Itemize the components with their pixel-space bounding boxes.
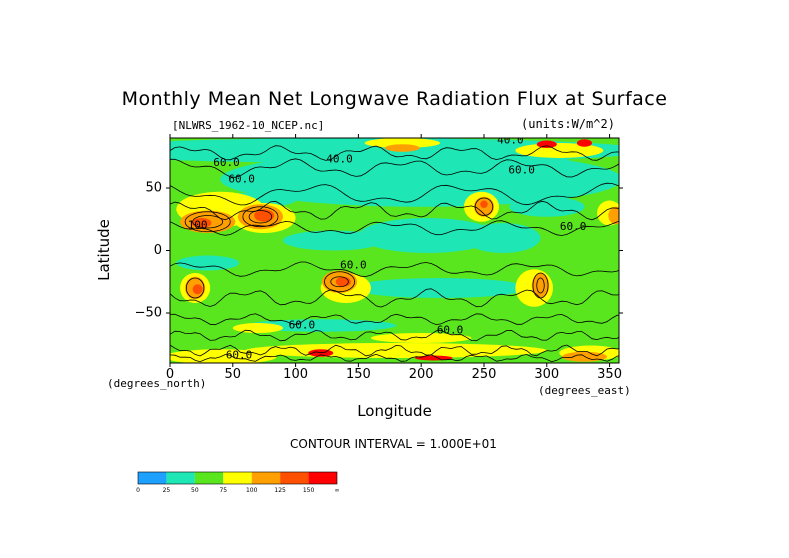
- x-ticks: 0 50 100 150 200 250 300 350: [166, 134, 622, 382]
- contour-label: 60.0: [289, 319, 316, 332]
- colorbar-swatch: [194, 472, 224, 484]
- field-region: [608, 206, 619, 225]
- field-region: [283, 230, 384, 251]
- contour-loop: [185, 277, 205, 299]
- contour-line: [170, 353, 619, 363]
- contour-label: 60.0: [560, 220, 587, 233]
- contour-label: 60.0: [226, 349, 253, 362]
- contour-loop: [248, 210, 273, 224]
- contour-line: [170, 200, 619, 221]
- colorbar: 0 25 50 75 100 125 150 ∞: [136, 471, 340, 494]
- contour-label: 40.0: [326, 152, 353, 165]
- colorbar-label: 125: [274, 487, 286, 494]
- contour-loop: [184, 211, 231, 233]
- contour-line: [170, 288, 619, 308]
- contour-interval-label: CONTOUR INTERVAL = 1.000E+01: [290, 437, 497, 451]
- y-tick-label: 50: [145, 181, 162, 196]
- colorbar-swatch: [251, 472, 281, 484]
- contour-label: 100: [188, 219, 208, 232]
- units-label: (units:W/m^2): [521, 117, 615, 131]
- contour-loop: [242, 206, 279, 228]
- colorbar-label: 100: [246, 487, 258, 494]
- field-region: [352, 278, 528, 298]
- contour-loop: [536, 277, 545, 294]
- contour-line: [170, 261, 619, 277]
- contour-loop: [324, 271, 356, 293]
- field-region: [414, 355, 453, 361]
- x-tick-label: 100: [283, 367, 308, 382]
- y-ticks: 50 0 −50: [135, 181, 623, 321]
- contour-label: 60.0: [508, 164, 535, 177]
- field-region: [480, 200, 488, 208]
- colorbar-swatch: [223, 472, 252, 484]
- contour-line: [170, 158, 619, 178]
- colorbar-label: 0: [136, 487, 140, 494]
- y-tick-label: −50: [135, 306, 162, 321]
- file-label: [NLWRS_1962-10_NCEP.nc]: [172, 119, 325, 132]
- contour-label: 60.0: [228, 172, 255, 185]
- x-tick-label: 350: [597, 367, 622, 382]
- contour-loop: [192, 215, 224, 229]
- colorbar-label: 75: [219, 487, 227, 494]
- y-unit-label: (degrees_north): [107, 377, 207, 390]
- x-tick-label: 300: [534, 367, 559, 382]
- field-region: [576, 139, 592, 147]
- colorbar-frame: [137, 471, 338, 485]
- contour-label: 40.0: [497, 134, 524, 147]
- x-tick-label: 150: [346, 367, 371, 382]
- x-tick-label: 200: [409, 367, 434, 382]
- contour-loop: [474, 197, 494, 216]
- contour-labels: 60.0 40.0 60.0 40.0 60.0 100 60.0 60.0 60.0 60.0 6…: [188, 134, 587, 362]
- contour-label: 60.0: [213, 156, 240, 169]
- field-region: [509, 196, 585, 217]
- x-unit-label: (degrees_east): [538, 384, 631, 397]
- y-tick-label: 0: [154, 243, 162, 258]
- plot-area: 60.0 40.0 60.0 40.0 60.0 100 60.0 60.0 60.0 60.0 6…: [170, 134, 619, 363]
- colorbar-swatch: [138, 472, 167, 484]
- contour-loop: [330, 276, 349, 288]
- x-tick-label: 250: [472, 367, 497, 382]
- field-region: [364, 138, 441, 148]
- field-region: [176, 255, 240, 271]
- field-region: [536, 140, 557, 148]
- contour-line: [170, 344, 619, 357]
- field-region: [192, 284, 203, 295]
- field-region: [170, 349, 277, 363]
- field-region: [396, 150, 572, 176]
- contour-line: [170, 182, 619, 206]
- x-tick-label: 50: [225, 367, 242, 382]
- colorbar-label: 150: [303, 487, 315, 494]
- field-region: [531, 273, 550, 298]
- contour-label: 60.0: [340, 259, 367, 272]
- contour-label: 60.0: [437, 324, 464, 337]
- x-axis-label: Longitude: [0, 402, 789, 420]
- contour-line: [170, 313, 619, 326]
- colorbar-label: ∞: [335, 487, 340, 494]
- contour-line: [170, 145, 619, 161]
- colorbar-swatch: [280, 472, 309, 484]
- colorbar-label: 25: [163, 487, 171, 494]
- colorbar-label: 50: [191, 487, 199, 494]
- field-region: [465, 223, 541, 253]
- x-tick-label: 0: [166, 367, 174, 382]
- x-axis-label-text: Longitude: [357, 402, 432, 420]
- field-regions: [170, 138, 619, 363]
- chart-title: Monthly Mean Net Longwave Radiation Flux…: [121, 88, 668, 110]
- field-region: [358, 218, 497, 253]
- colorbar-swatch: [308, 472, 337, 484]
- contour-line: [170, 220, 619, 236]
- field-region: [232, 323, 284, 333]
- colorbar-swatch: [166, 472, 195, 484]
- contour-loop: [532, 272, 549, 299]
- contour-lines: [170, 145, 619, 363]
- contour-line: [170, 329, 619, 342]
- field-region: [384, 144, 420, 152]
